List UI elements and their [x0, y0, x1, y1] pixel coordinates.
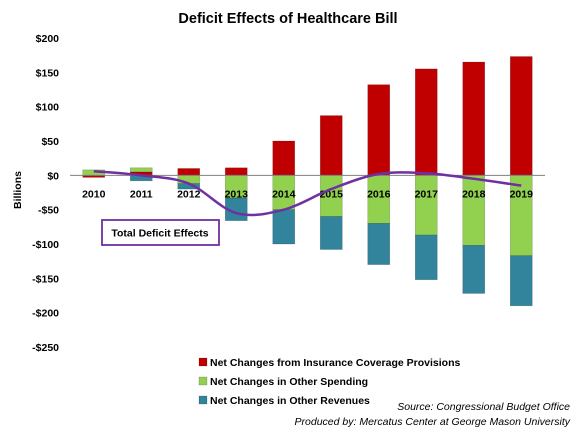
bar-segment: [367, 223, 391, 265]
legend-swatch: [198, 376, 208, 386]
bar-segment: [462, 61, 486, 176]
y-tick-label: $100: [36, 102, 60, 114]
bar-segment: [509, 56, 533, 176]
y-tick-label: -$50: [38, 205, 59, 217]
y-axis-label: Billions: [12, 171, 24, 209]
bar-segment: [414, 175, 438, 236]
y-tick-label: $150: [36, 67, 60, 79]
y-tick-label: -$250: [32, 342, 59, 354]
bar-segment: [224, 167, 248, 176]
x-tick-label: 2016: [367, 188, 391, 200]
bar-segment: [177, 168, 201, 176]
bar-segment: [319, 115, 343, 176]
source-credit: Source: Congressional Budget Office: [397, 401, 570, 413]
x-tick-label: 2014: [272, 188, 296, 200]
y-axis: $200 $150 $100 $50 $0 -$50 -$100 -$150 -$200 -$25…: [32, 33, 59, 354]
y-tick-label: -$100: [32, 239, 59, 251]
x-tick-label: 2018: [462, 188, 486, 200]
total-deficit-line: [93, 169, 522, 217]
bars: [82, 56, 533, 307]
x-tick-label: 2019: [510, 188, 534, 200]
legend-swatch: [198, 357, 208, 367]
bar-segment: [462, 245, 486, 294]
bar-segment: [272, 209, 296, 245]
annotation-text: Total Deficit Effects: [111, 228, 208, 240]
y-tick-label: -$150: [32, 273, 59, 285]
bar-segment: [414, 234, 438, 281]
chart-title: Deficit Effects of Healthcare Bill: [178, 11, 397, 27]
bar-segment: [414, 68, 438, 176]
bar-segment: [462, 175, 486, 246]
x-tick-label: 2010: [82, 188, 106, 200]
annotation-box: Total Deficit Effects: [101, 219, 220, 246]
y-tick-label: $50: [41, 136, 59, 148]
bar-segment: [367, 84, 391, 176]
bar-segment: [319, 216, 343, 250]
x-axis: 2010 2011 2012 2013 2014 2015 2016 2017 2018 2019: [82, 188, 533, 200]
producer-credit: Produced by: Mercatus Center at George M…: [295, 416, 571, 428]
legend: Net Changes from Insurance Coverage Prov…: [198, 357, 460, 407]
y-tick-label: $200: [36, 33, 60, 45]
bar-segment: [272, 140, 296, 176]
bar-segment: [509, 255, 533, 307]
x-tick-label: 2011: [130, 188, 153, 200]
bar-segment: [129, 167, 153, 173]
x-tick-label: 2012: [177, 188, 201, 200]
legend-label: Net Changes in Other Revenues: [210, 395, 370, 407]
annotation-border: [101, 219, 220, 246]
y-tick-label: $0: [47, 170, 59, 182]
y-tick-label: -$200: [32, 308, 59, 320]
x-tick-label: 2013: [225, 188, 249, 200]
legend-swatch: [198, 395, 208, 405]
legend-label: Net Changes from Insurance Coverage Prov…: [210, 357, 460, 369]
legend-label: Net Changes in Other Spending: [210, 376, 368, 388]
x-tick-label: 2017: [415, 188, 439, 200]
